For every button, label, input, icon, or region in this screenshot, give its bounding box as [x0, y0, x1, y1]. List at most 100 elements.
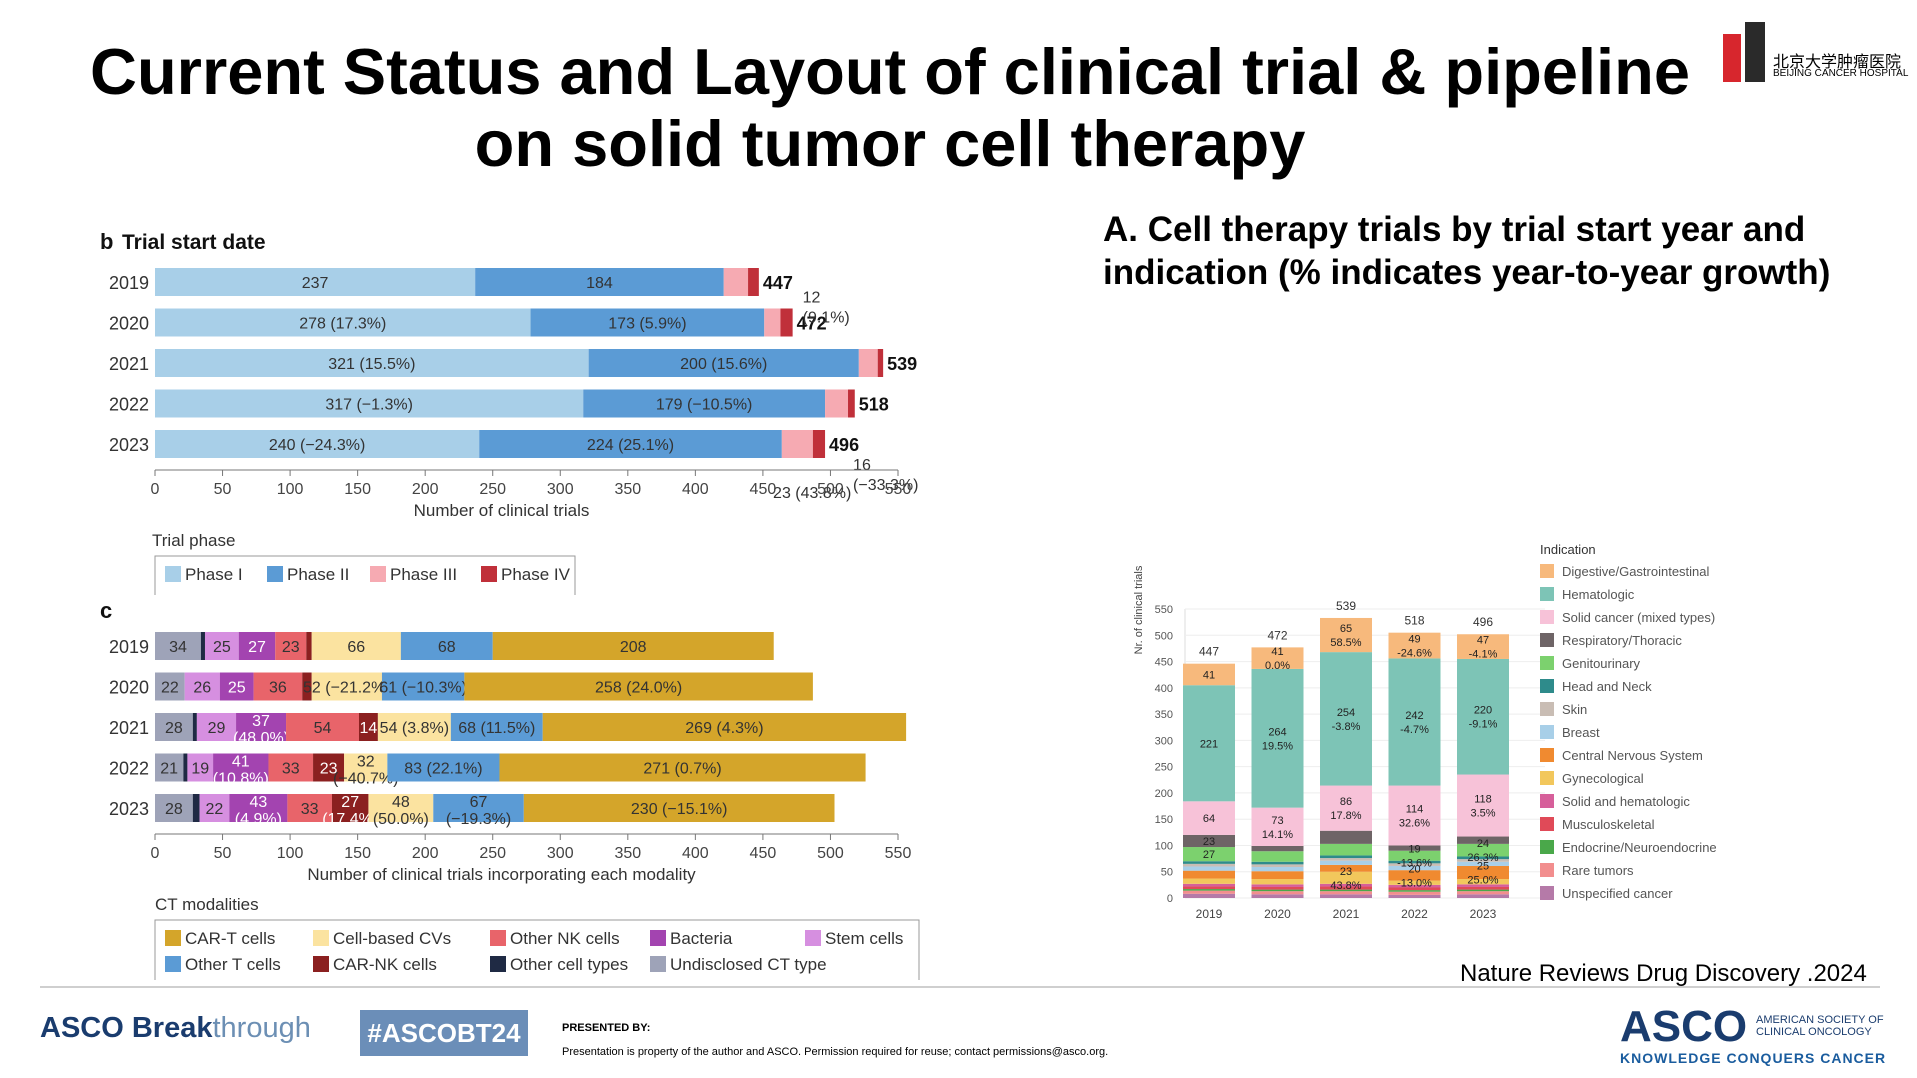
data-label-a: 17.8% — [1330, 810, 1361, 822]
data-label-c: 25 — [213, 639, 231, 656]
bar-segment-a — [1251, 647, 1304, 669]
x-tick-label-b: 50 — [214, 481, 232, 498]
legend-swatch-c — [313, 930, 329, 946]
data-label-a: -24.6% — [1397, 648, 1432, 660]
bar-segment-b — [780, 308, 793, 337]
data-label-c: 67 — [470, 794, 488, 811]
data-sublabel-c: (−19.3%) — [446, 811, 511, 828]
x-tick-label-b: 500 — [817, 481, 844, 498]
data-label-a: 264 — [1268, 726, 1286, 738]
x-axis-label-c: Number of clinical trials incorporating … — [307, 865, 696, 884]
disclaimer: Presentation is property of the author a… — [562, 1046, 1109, 1058]
x-tick-label-b: 300 — [547, 481, 574, 498]
x-tick-label-c: 500 — [817, 845, 844, 862]
data-label-c: 43 — [249, 794, 267, 811]
slide-title: Current Status and Layout of clinical tr… — [40, 36, 1740, 180]
bar-segment-c — [184, 672, 220, 701]
bar-segment-c — [268, 753, 314, 782]
row-label-b: 2023 — [109, 435, 149, 455]
data-label-a: 64 — [1203, 813, 1215, 825]
data-label-a: 26.3% — [1467, 852, 1498, 864]
bar-segment-a — [1457, 889, 1509, 892]
logo-name-cn: 北京大学肿瘤医院 — [1773, 52, 1902, 71]
bar-segment-a — [1388, 884, 1441, 888]
data-label-a: 118 — [1474, 794, 1492, 806]
data-label-a: 242 — [1405, 710, 1423, 722]
bar-segment-c — [155, 632, 201, 660]
data-label-a: 24 — [1477, 838, 1489, 850]
slide-title-line-2: on solid tumor cell therapy — [474, 107, 1306, 180]
x-tick-label-c: 350 — [614, 845, 641, 862]
bar-segment-b — [877, 349, 884, 377]
data-label-a: 23 — [1340, 866, 1352, 878]
bar-segment-b — [588, 349, 859, 377]
data-label-c: 208 — [620, 639, 647, 656]
bar-segment-a — [1251, 891, 1304, 895]
bar-segment-b — [723, 268, 749, 296]
data-label-c: 27 — [341, 794, 359, 811]
x-tick-label-c: 400 — [682, 845, 709, 862]
bar-segment-a — [1388, 894, 1441, 898]
asco-subtitle-line-1: AMERICAN SOCIETY OF — [1756, 1014, 1884, 1026]
callout-label-b: 23 (43.8%) — [773, 485, 851, 502]
x-axis-label-b: Number of clinical trials — [414, 501, 590, 520]
bar-segment-a — [1388, 865, 1441, 871]
bar-segment-a — [1251, 889, 1304, 892]
data-label-a: -4.7% — [1400, 724, 1429, 736]
legend-swatch-a — [1540, 863, 1554, 877]
brand-break: Break — [131, 1012, 213, 1044]
bar-segment-a — [1457, 894, 1509, 898]
bar-segment-a — [1457, 634, 1509, 659]
data-label-a: 14.1% — [1262, 829, 1293, 841]
row-label-b: 2021 — [109, 354, 149, 374]
bar-segment-c — [287, 794, 332, 822]
row-label-b: 2022 — [109, 395, 149, 415]
bar-segment-c — [368, 794, 434, 822]
data-label-c: 26 — [193, 680, 211, 697]
legend-label-c: Other NK cells — [510, 929, 620, 948]
bar-segment-c — [387, 753, 500, 782]
legend-label-b: Phase IV — [501, 565, 571, 584]
bar-segment-c — [155, 753, 184, 782]
chart-a-title: A. Cell therapy trials by trial start ye… — [1103, 210, 1831, 292]
bar-segment-b — [155, 349, 589, 377]
data-label-a: 20 — [1408, 863, 1420, 875]
y-tick-label-a: 350 — [1155, 709, 1173, 721]
row-label-c: 2020 — [109, 678, 149, 698]
x-tick-label-b: 250 — [479, 481, 506, 498]
legend-label-a: Hematologic — [1562, 587, 1635, 602]
data-label-c: 21 — [160, 761, 178, 778]
legend-swatch-a — [1540, 702, 1554, 716]
bar-segment-a — [1457, 886, 1509, 890]
bar-segment-a — [1251, 886, 1304, 890]
bar-segment-a — [1183, 834, 1235, 848]
data-label-a: 65 — [1340, 623, 1352, 635]
data-label-a: 25 — [1477, 861, 1489, 873]
brand-through: through — [212, 1012, 311, 1044]
legend-swatch-a — [1540, 725, 1554, 739]
bar-segment-c — [286, 713, 359, 741]
data-sublabel-c: (50.0%) — [373, 811, 429, 828]
total-label-a: 518 — [1404, 614, 1424, 628]
y-tick-label-a: 150 — [1155, 814, 1173, 826]
bar-segment-a — [1457, 891, 1509, 895]
chart-a-indication: Nr. of clinical trials 0 50 100 150 200 250 300… — [1133, 542, 1717, 921]
legend-label-c: Other cell types — [510, 955, 628, 974]
y-tick-label-a: 100 — [1155, 840, 1173, 852]
x-tick-label-a: 2020 — [1264, 907, 1291, 921]
bar-segment-c — [492, 632, 774, 660]
x-tick-label-c: 50 — [214, 845, 232, 862]
bar-segment-a — [1457, 884, 1509, 887]
total-label-a: 496 — [1473, 615, 1493, 629]
y-tick-label-a: 0 — [1167, 893, 1173, 905]
legend-label-c: Undisclosed CT type — [670, 955, 827, 974]
data-label-b: 321 (15.5%) — [328, 356, 415, 373]
bar-segment-b — [781, 430, 813, 458]
bar-segment-a — [1251, 851, 1304, 862]
row-label-c: 2019 — [109, 637, 149, 657]
data-label-c: 54 — [314, 720, 332, 737]
bar-segment-a — [1251, 871, 1304, 880]
data-label-a: 32.6% — [1399, 818, 1430, 830]
callout-label-b: (−33.3%) — [853, 477, 918, 494]
